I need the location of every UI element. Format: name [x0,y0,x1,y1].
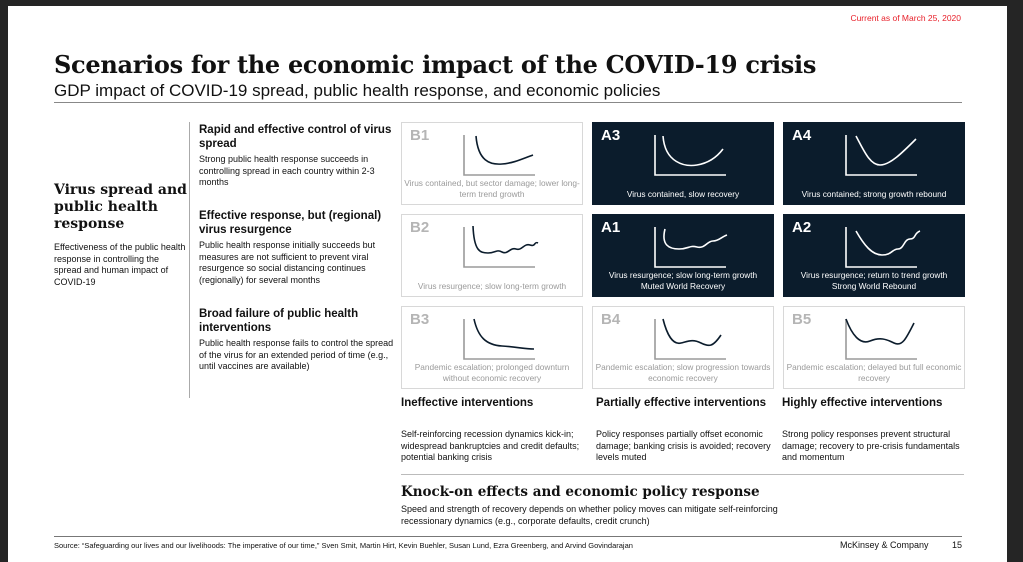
footer-divider [54,536,962,537]
viewer-side-panel [1007,0,1023,562]
scenario-caption: Virus resurgence; return to trend growth… [786,270,962,291]
source-note: Source: “Safeguarding our lives and our … [54,541,633,550]
vertical-divider [189,122,190,398]
scenario-caption: Virus resurgence; slow long-term growth [417,280,567,291]
scenario-code: B5 [792,311,812,328]
column-description: Policy responses partially offset econom… [596,429,771,462]
dated-label: Current as of March 25, 2020 [850,13,961,23]
y-axis-description: Effectiveness of the public health respo… [54,242,186,287]
column-ineffective: Ineffective interventions Self-reinforci… [401,396,583,464]
row-header-broad-failure: Broad failure of public health intervent… [199,307,394,373]
scenario-box-a3: A3 Virus contained, slow recovery [592,122,774,205]
brand-label: McKinsey & Company [840,540,929,550]
title-divider [54,102,962,103]
caption-line: Muted World Recovery [640,280,726,291]
curve-icon-l [463,318,535,360]
curve-icon-wavy-rise [654,227,728,268]
curve-icon-wavy-flat [463,225,539,268]
scenario-caption: Pandemic escalation; prolonged downturn … [414,362,570,383]
scenario-caption: Pandemic escalation; delayed but full ec… [786,362,962,383]
knock-on-divider [401,474,964,475]
column-heading: Partially effective interventions [596,397,767,409]
row-header-resurgence: Effective response, but (regional) virus… [199,209,394,286]
scenario-box-a1: A1 Virus resurgence; slow long-term grow… [592,214,774,297]
x-axis-title: Knock-on effects and economic policy res… [401,484,760,500]
scenario-code: A1 [601,219,621,236]
column-heading: Ineffective interventions [401,397,534,409]
row-description: Public health response fails to control … [199,338,394,371]
scenario-box-b5: B5 Pandemic escalation; delayed but full… [783,306,965,389]
row-heading: Broad failure of public health intervent… [199,308,359,334]
column-description: Strong policy responses prevent structur… [782,429,960,462]
scenario-box-a4: A4 Virus contained; strong growth reboun… [783,122,965,205]
curve-icon-u [654,135,726,176]
scenario-caption: Pandemic escalation; slow progression to… [595,362,771,383]
page-subtitle: GDP impact of COVID-19 spread, public he… [54,81,661,100]
scenario-code: A4 [792,127,812,144]
scenario-code: A3 [601,127,621,144]
scenario-box-b2: B2 Virus resurgence; slow long-term grow… [401,214,583,297]
y-axis-title: Virus spread and public health response [54,182,187,232]
row-description: Strong public health response succeeds i… [199,154,375,187]
caption-line: Strong World Rebound [831,280,917,291]
scenario-caption: Virus contained, slow recovery [626,188,740,199]
scenario-code: B2 [410,219,430,236]
scenario-caption: Virus contained; strong growth rebound [801,188,947,199]
row-heading: Effective response, but (regional) virus… [199,210,382,236]
caption-line: Virus resurgence; slow long-term growth [608,270,758,280]
column-partially-effective: Partially effective interventions Policy… [596,396,778,464]
caption-line: Virus resurgence; return to trend growth [800,270,948,280]
scenario-code: A2 [792,219,812,236]
curve-icon-wavy-strong [845,227,921,268]
curve-icon-slow-u [463,135,535,176]
row-description: Public health response initially succeed… [199,240,376,285]
scenario-box-b1: B1 Virus contained, but sector damage; l… [401,122,583,205]
x-axis-description: Speed and strength of recovery depends o… [401,504,778,526]
scenario-box-b4: B4 Pandemic escalation; slow progression… [592,306,774,389]
slide: Current as of March 25, 2020 Scenarios f… [8,6,1007,562]
column-heading: Highly effective interventions [782,397,943,409]
row-header-rapid-control: Rapid and effective control of virus spr… [199,123,394,189]
curve-icon-w-slow [654,318,726,360]
row-heading: Rapid and effective control of virus spr… [199,124,392,150]
scenario-box-b3: B3 Pandemic escalation; prolonged downtu… [401,306,583,389]
scenario-code: B3 [410,311,430,328]
page-number: 15 [952,540,963,550]
curve-icon-w-full [845,318,917,360]
scenario-code: B4 [601,311,621,328]
scenario-caption: Virus resurgence; slow long-term growth … [595,270,771,291]
scenario-code: B1 [410,127,430,144]
column-highly-effective: Highly effective interventions Strong po… [782,396,964,464]
curve-icon-v [845,135,917,176]
scenario-caption: Virus contained, but sector damage; lowe… [404,178,580,199]
column-description: Self-reinforcing recession dynamics kick… [401,429,580,462]
page-title: Scenarios for the economic impact of the… [54,50,817,79]
scenario-box-a2: A2 Virus resurgence; return to trend gro… [783,214,965,297]
